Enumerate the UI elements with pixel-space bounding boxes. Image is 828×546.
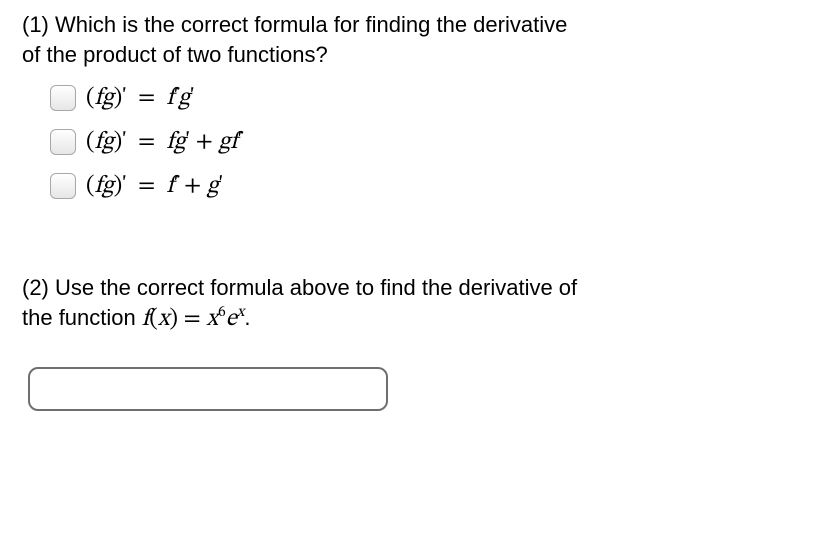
q1-prompt-line1: (1) Which is the correct formula for fin…: [22, 12, 567, 37]
q1-option-1[interactable]: (fg)' = f'g': [50, 83, 806, 113]
q1-prompt-line2: of the product of two functions?: [22, 42, 328, 67]
q2-prompt-prefix: the function: [22, 305, 142, 330]
q1-option-2-formula: (fg)' = fg' + gf': [86, 127, 242, 157]
q1-option-2[interactable]: (fg)' = fg' + gf': [50, 127, 806, 157]
q1-options: (fg)' = f'g' (fg)' = fg' + gf' (fg)' = f…: [50, 83, 806, 201]
q2-prompt-line1: (2) Use the correct formula above to fin…: [22, 275, 577, 300]
answer-input[interactable]: [28, 367, 388, 411]
checkbox-icon[interactable]: [50, 85, 76, 111]
checkbox-icon[interactable]: [50, 129, 76, 155]
q2-period: .: [244, 305, 250, 330]
q1-option-1-formula: (fg)' = f'g': [86, 83, 195, 113]
checkbox-icon[interactable]: [50, 173, 76, 199]
q1-option-3[interactable]: (fg)' = f' + g': [50, 171, 806, 201]
q2-function: f(x) = x6ex: [142, 307, 244, 331]
q1-option-3-formula: (fg)' = f' + g': [86, 171, 223, 201]
q1-prompt: (1) Which is the correct formula for fin…: [22, 10, 806, 69]
q2-prompt: (2) Use the correct formula above to fin…: [22, 273, 806, 335]
